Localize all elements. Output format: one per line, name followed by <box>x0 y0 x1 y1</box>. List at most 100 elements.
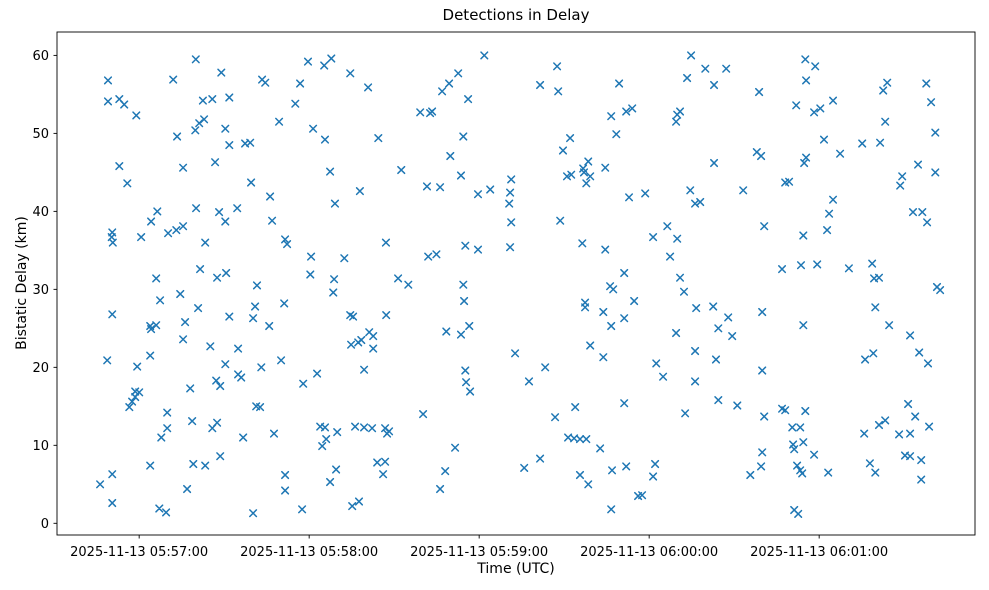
data-point-marker <box>162 508 171 517</box>
data-point-marker <box>649 233 658 242</box>
data-point-marker <box>914 160 923 169</box>
data-point-marker <box>132 111 141 120</box>
data-point-marker <box>275 117 284 126</box>
data-point-marker <box>785 177 794 186</box>
data-point-marker <box>778 265 787 274</box>
data-point-marker <box>758 366 767 375</box>
data-point-marker <box>879 86 888 95</box>
data-point-marker <box>801 406 810 416</box>
data-point-marker <box>424 252 433 261</box>
data-point-marker <box>676 107 685 116</box>
data-point-marker <box>381 238 391 247</box>
data-point-marker <box>237 373 246 382</box>
data-point-marker <box>724 313 733 322</box>
data-point-marker <box>137 233 146 242</box>
data-point-marker <box>507 175 516 184</box>
data-point-marker <box>213 418 222 427</box>
data-point-marker <box>383 429 392 438</box>
data-point-marker <box>757 462 766 471</box>
data-point-marker <box>189 459 198 469</box>
data-point-marker <box>164 229 173 238</box>
data-point-marker <box>146 461 155 470</box>
data-point-marker <box>153 207 162 216</box>
data-point-marker <box>536 80 545 90</box>
data-point-marker <box>480 51 489 60</box>
data-point-marker <box>217 68 226 77</box>
data-point-marker <box>599 353 608 362</box>
data-point-marker <box>824 468 833 477</box>
data-point-marker <box>536 454 545 463</box>
data-point-marker <box>885 321 894 330</box>
data-point-marker <box>103 356 112 365</box>
data-point-marker <box>327 54 336 63</box>
data-point-marker <box>268 216 277 225</box>
data-point-marker <box>691 346 700 356</box>
data-point-marker <box>416 108 425 117</box>
data-point-marker <box>172 226 181 235</box>
data-point-marker <box>125 403 134 412</box>
data-point-marker <box>156 296 165 305</box>
data-point-marker <box>382 311 391 320</box>
data-point-marker <box>758 448 767 457</box>
data-point-marker <box>333 428 342 437</box>
data-point-marker <box>906 429 915 438</box>
data-point-marker <box>760 412 769 421</box>
data-point-marker <box>722 64 731 73</box>
data-point-marker <box>915 348 924 357</box>
y-tick-label: 40 <box>32 205 49 220</box>
data-point-marker <box>201 238 210 247</box>
data-point-marker <box>599 307 608 317</box>
data-point-marker <box>473 190 483 199</box>
data-point-marker <box>813 260 822 269</box>
data-point-marker <box>679 287 689 296</box>
data-point-marker <box>381 457 390 466</box>
data-point-marker <box>179 335 188 344</box>
data-point-marker <box>281 470 290 480</box>
data-point-marker <box>874 273 884 282</box>
data-point-marker <box>115 162 124 171</box>
data-point-marker <box>829 96 838 105</box>
data-point-marker <box>146 351 155 360</box>
data-point-marker <box>318 442 327 451</box>
data-point-marker <box>823 226 832 235</box>
data-point-marker <box>607 321 616 331</box>
data-point-marker <box>710 158 719 168</box>
data-point-marker <box>672 117 681 126</box>
data-point-marker <box>681 409 690 418</box>
data-point-marker <box>200 115 209 124</box>
data-point-marker <box>811 62 820 71</box>
data-point-marker <box>865 459 874 468</box>
data-point-marker <box>925 422 934 431</box>
data-point-marker <box>451 443 460 452</box>
data-point-marker <box>216 381 225 391</box>
data-point-marker <box>332 465 341 474</box>
data-point-marker <box>881 117 890 126</box>
data-point-marker <box>701 64 710 73</box>
data-point-marker <box>596 444 605 453</box>
data-point-marker <box>369 332 378 341</box>
data-point-marker <box>96 480 105 489</box>
data-point-marker <box>551 413 560 422</box>
data-point-marker <box>757 151 766 161</box>
data-point-marker <box>257 363 266 372</box>
data-point-marker <box>120 100 129 109</box>
data-point-marker <box>608 466 617 475</box>
data-point-marker <box>788 423 797 432</box>
data-point-marker <box>296 79 305 88</box>
data-point-marker <box>801 55 810 64</box>
x-axis-label: Time (UTC) <box>477 561 555 577</box>
data-point-marker <box>303 57 313 66</box>
data-point-marker <box>829 195 838 204</box>
data-point-marker <box>511 349 520 358</box>
data-point-marker <box>781 406 790 415</box>
data-point-marker <box>186 384 195 393</box>
data-point-marker <box>601 245 610 254</box>
data-point-marker <box>638 491 647 500</box>
data-point-marker <box>904 399 913 409</box>
data-point-marker <box>464 95 473 104</box>
data-point-marker <box>923 359 933 368</box>
data-point-marker <box>755 87 764 97</box>
data-point-marker <box>188 417 197 426</box>
data-point-marker <box>931 128 940 137</box>
